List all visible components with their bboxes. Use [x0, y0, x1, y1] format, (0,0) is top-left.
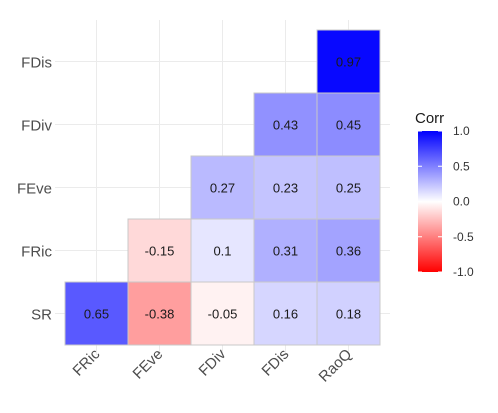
legend-tick-label: -0.5 [453, 230, 474, 244]
cell-value-label: 0.23 [273, 181, 298, 196]
cell-value-label: 0.65 [84, 307, 109, 322]
cell-value-label: -0.05 [208, 307, 238, 322]
cell-value-label: 0.27 [210, 181, 235, 196]
cell-value-label: 0.43 [273, 118, 298, 133]
cell-value-label: -0.38 [145, 307, 175, 322]
heatmap-cell-sr-feve [127, 281, 192, 346]
heatmap-cell-fric-fdis [253, 218, 318, 283]
cell-value-labels: 0.65 -0.38 -0.05 0.16 0.18 -0.15 0.1 0.31 0.36 0.… [84, 55, 361, 322]
x-tick-label: FDis [259, 346, 293, 380]
cell-value-label: 0.16 [273, 307, 298, 322]
y-tick-label: FEve [17, 181, 52, 198]
cell-value-label: 0.1 [213, 244, 231, 259]
y-tick-label: FDis [21, 55, 52, 72]
x-axis-tick-labels: FRic FEve FDiv FDis RaoQ [70, 345, 356, 385]
x-tick-label: FDiv [196, 345, 230, 379]
legend-tick-label: 1.0 [453, 124, 470, 138]
legend-title: Corr [415, 110, 444, 127]
color-legend: Corr 1.0 0.5 0.0 -0.5 -1.0 [415, 110, 474, 279]
x-tick-label: RaoQ [316, 346, 356, 386]
heatmap-cell-fric-feve [127, 218, 192, 283]
cell-value-label: 0.97 [336, 55, 361, 70]
legend-tick-label: 0.0 [453, 195, 470, 209]
heatmap-cell-fric-fdiv [190, 218, 255, 283]
legend-tick-label: 0.5 [453, 159, 470, 173]
y-tick-label: SR [31, 307, 52, 324]
legend-tick-label: -1.0 [453, 265, 474, 279]
cell-value-label: 0.45 [336, 118, 361, 133]
heatmap-cell-sr-fdis [253, 281, 318, 346]
cell-value-label: 0.25 [336, 181, 361, 196]
y-axis-tick-labels: SR FRic FEve FDiv FDis [17, 55, 53, 324]
y-tick-label: FDiv [21, 118, 52, 135]
x-tick-label: FRic [70, 345, 104, 379]
heatmap-cell-fric-raoq [316, 218, 381, 283]
heatmap-cell-fdiv-fdis [253, 92, 318, 157]
x-tick-label: FEve [130, 346, 167, 383]
heatmap-cell-feve-raoq [316, 155, 381, 220]
heatmap-cell-sr-fdiv [190, 281, 255, 346]
y-tick-label: FRic [21, 244, 52, 261]
cell-value-label: 0.36 [336, 244, 361, 259]
heatmap-cell-sr-raoq [316, 281, 381, 346]
heatmap-cell-feve-fdiv [190, 155, 255, 220]
heatmap-cells [64, 29, 381, 346]
heatmap-cell-fdis-raoq [316, 29, 381, 94]
cell-value-label: 0.18 [336, 307, 361, 322]
cell-value-label: 0.31 [273, 244, 298, 259]
cell-value-label: -0.15 [145, 244, 175, 259]
heatmap-cell-feve-fdis [253, 155, 318, 220]
